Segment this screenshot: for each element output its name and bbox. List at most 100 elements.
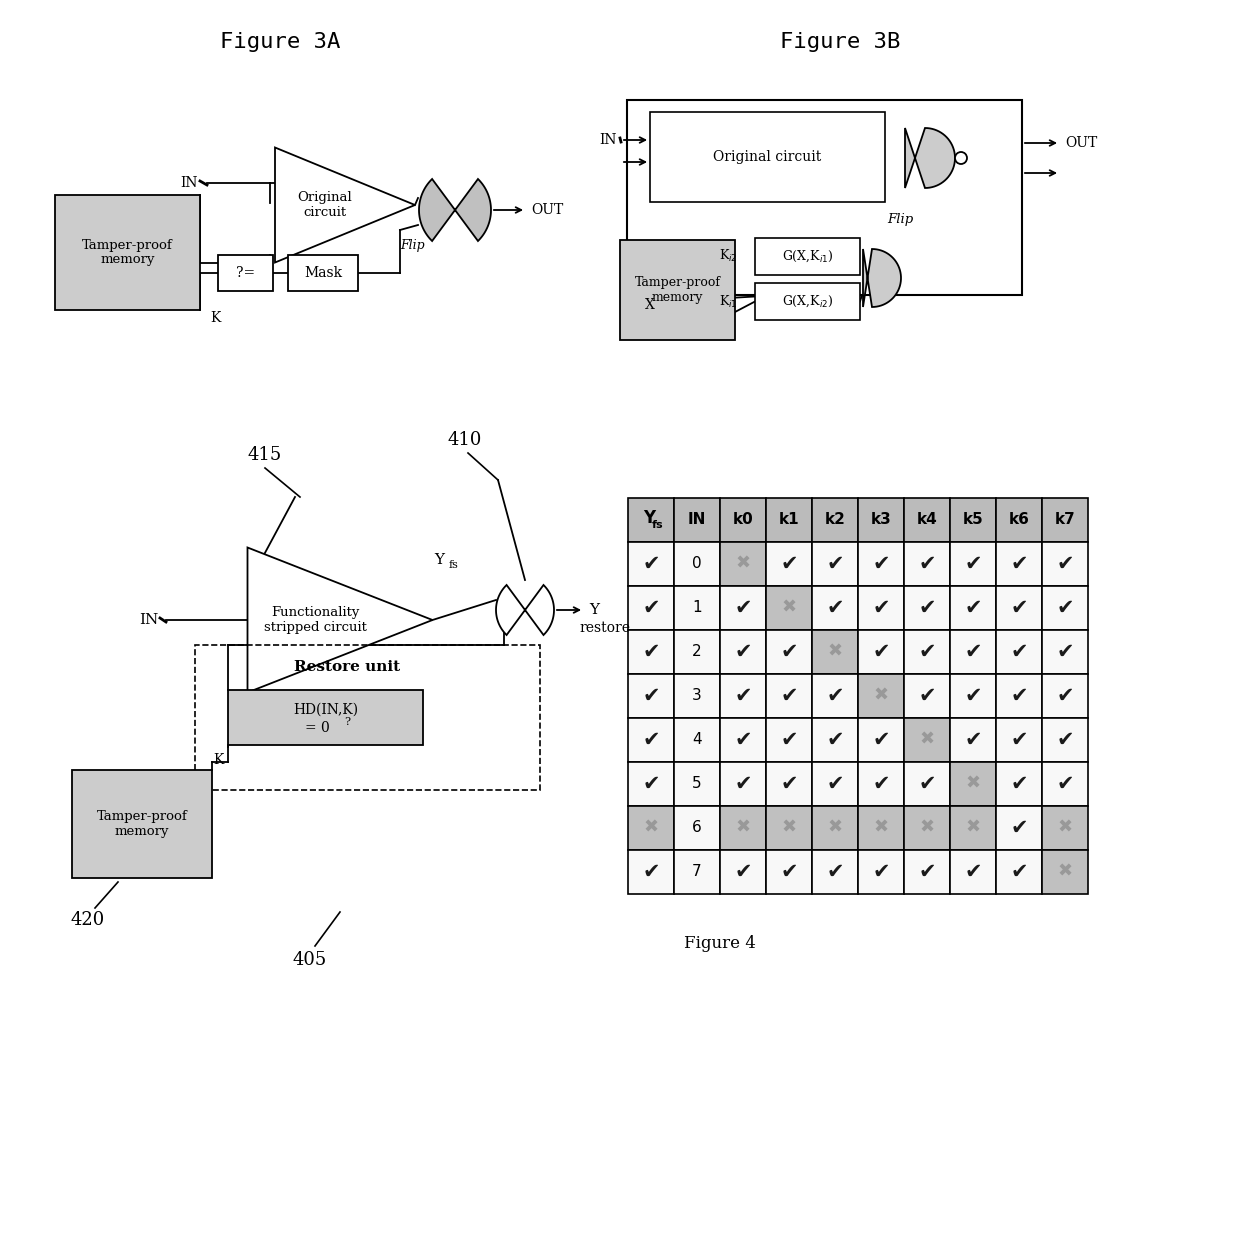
Text: ✔: ✔ (1011, 554, 1028, 575)
Text: ✔: ✔ (1056, 686, 1074, 707)
Bar (675, 718, 720, 762)
Bar (950, 674, 996, 718)
Text: ✔: ✔ (780, 730, 797, 750)
Bar (996, 630, 1042, 674)
Bar (858, 850, 904, 894)
Text: K$_{i2}$: K$_{i2}$ (719, 248, 738, 264)
Bar (858, 762, 904, 806)
Text: ✔: ✔ (826, 686, 843, 707)
Bar (1042, 762, 1087, 806)
Text: restore: restore (579, 621, 630, 635)
Text: k3: k3 (870, 513, 892, 528)
Text: ✔: ✔ (780, 774, 797, 794)
Text: ✔: ✔ (919, 598, 936, 618)
Bar (1042, 498, 1087, 543)
Text: ✔: ✔ (1011, 774, 1028, 794)
Text: 3: 3 (692, 688, 702, 704)
Bar (288, 255, 358, 291)
Text: ✖: ✖ (781, 599, 796, 616)
Text: Flip: Flip (887, 213, 913, 227)
Bar (766, 718, 812, 762)
Text: Y: Y (589, 603, 599, 616)
Bar (950, 850, 996, 894)
Bar (766, 674, 812, 718)
Bar (627, 674, 675, 718)
Text: Flip: Flip (399, 238, 424, 252)
Text: ✔: ✔ (642, 862, 660, 882)
Text: ✖: ✖ (827, 819, 842, 837)
Text: ✔: ✔ (965, 598, 982, 618)
Bar (1042, 543, 1087, 586)
Text: OUT: OUT (1065, 136, 1097, 150)
Text: = 0: = 0 (305, 721, 330, 735)
Text: ✔: ✔ (1056, 774, 1074, 794)
Bar (812, 543, 858, 586)
Text: ?: ? (345, 718, 351, 727)
Bar (766, 762, 812, 806)
Text: ✔: ✔ (965, 862, 982, 882)
Text: ✔: ✔ (965, 730, 982, 750)
Polygon shape (275, 148, 415, 263)
Bar (627, 850, 675, 894)
Bar (996, 850, 1042, 894)
Text: 0: 0 (692, 556, 702, 572)
Text: ✔: ✔ (826, 554, 843, 575)
Text: ✔: ✔ (642, 686, 660, 707)
Text: 7: 7 (692, 864, 702, 879)
Bar (675, 674, 720, 718)
Text: G(X,K$_{i2}$): G(X,K$_{i2}$) (781, 293, 833, 309)
Bar (766, 586, 812, 630)
Text: Tamper-proof
memory: Tamper-proof memory (97, 810, 187, 838)
Bar (950, 718, 996, 762)
Bar (904, 850, 950, 894)
Bar (195, 645, 539, 790)
Text: IN: IN (181, 176, 198, 190)
Text: ✖: ✖ (966, 776, 981, 793)
Text: Mask: Mask (304, 266, 342, 280)
Text: k4: k4 (916, 513, 937, 528)
Bar (675, 630, 720, 674)
Bar (812, 630, 858, 674)
Bar (996, 674, 1042, 718)
Text: k5: k5 (962, 513, 983, 528)
Bar (812, 762, 858, 806)
Bar (950, 806, 996, 850)
Circle shape (955, 152, 967, 164)
Polygon shape (248, 547, 433, 693)
Text: ✔: ✔ (965, 686, 982, 707)
Text: Y: Y (434, 552, 444, 567)
Text: X: X (645, 298, 655, 312)
Text: ✖: ✖ (827, 642, 842, 661)
Bar (996, 543, 1042, 586)
Text: ✖: ✖ (919, 731, 935, 748)
Bar (904, 762, 950, 806)
Text: HD(IN,K): HD(IN,K) (293, 703, 358, 718)
Text: ✖: ✖ (735, 555, 750, 573)
Text: ✔: ✔ (965, 642, 982, 662)
Text: Original
circuit: Original circuit (298, 191, 352, 219)
Bar (812, 850, 858, 894)
Text: ✔: ✔ (872, 554, 890, 575)
Text: ✖: ✖ (781, 819, 796, 837)
Bar (675, 806, 720, 850)
Bar (720, 806, 766, 850)
Bar (950, 543, 996, 586)
Text: ✔: ✔ (826, 598, 843, 618)
Bar (675, 498, 720, 543)
Bar (1042, 718, 1087, 762)
Bar (812, 806, 858, 850)
Bar (904, 498, 950, 543)
Bar (950, 762, 996, 806)
Bar (950, 498, 996, 543)
Bar (755, 238, 861, 275)
Text: ✖: ✖ (1058, 863, 1073, 882)
Bar (620, 240, 735, 340)
Text: ✔: ✔ (1011, 598, 1028, 618)
Text: ✔: ✔ (734, 730, 751, 750)
Bar (627, 718, 675, 762)
Bar (858, 718, 904, 762)
Text: Figure 3B: Figure 3B (780, 32, 900, 52)
Bar (55, 195, 200, 309)
Text: ✔: ✔ (1056, 642, 1074, 662)
Bar (996, 718, 1042, 762)
